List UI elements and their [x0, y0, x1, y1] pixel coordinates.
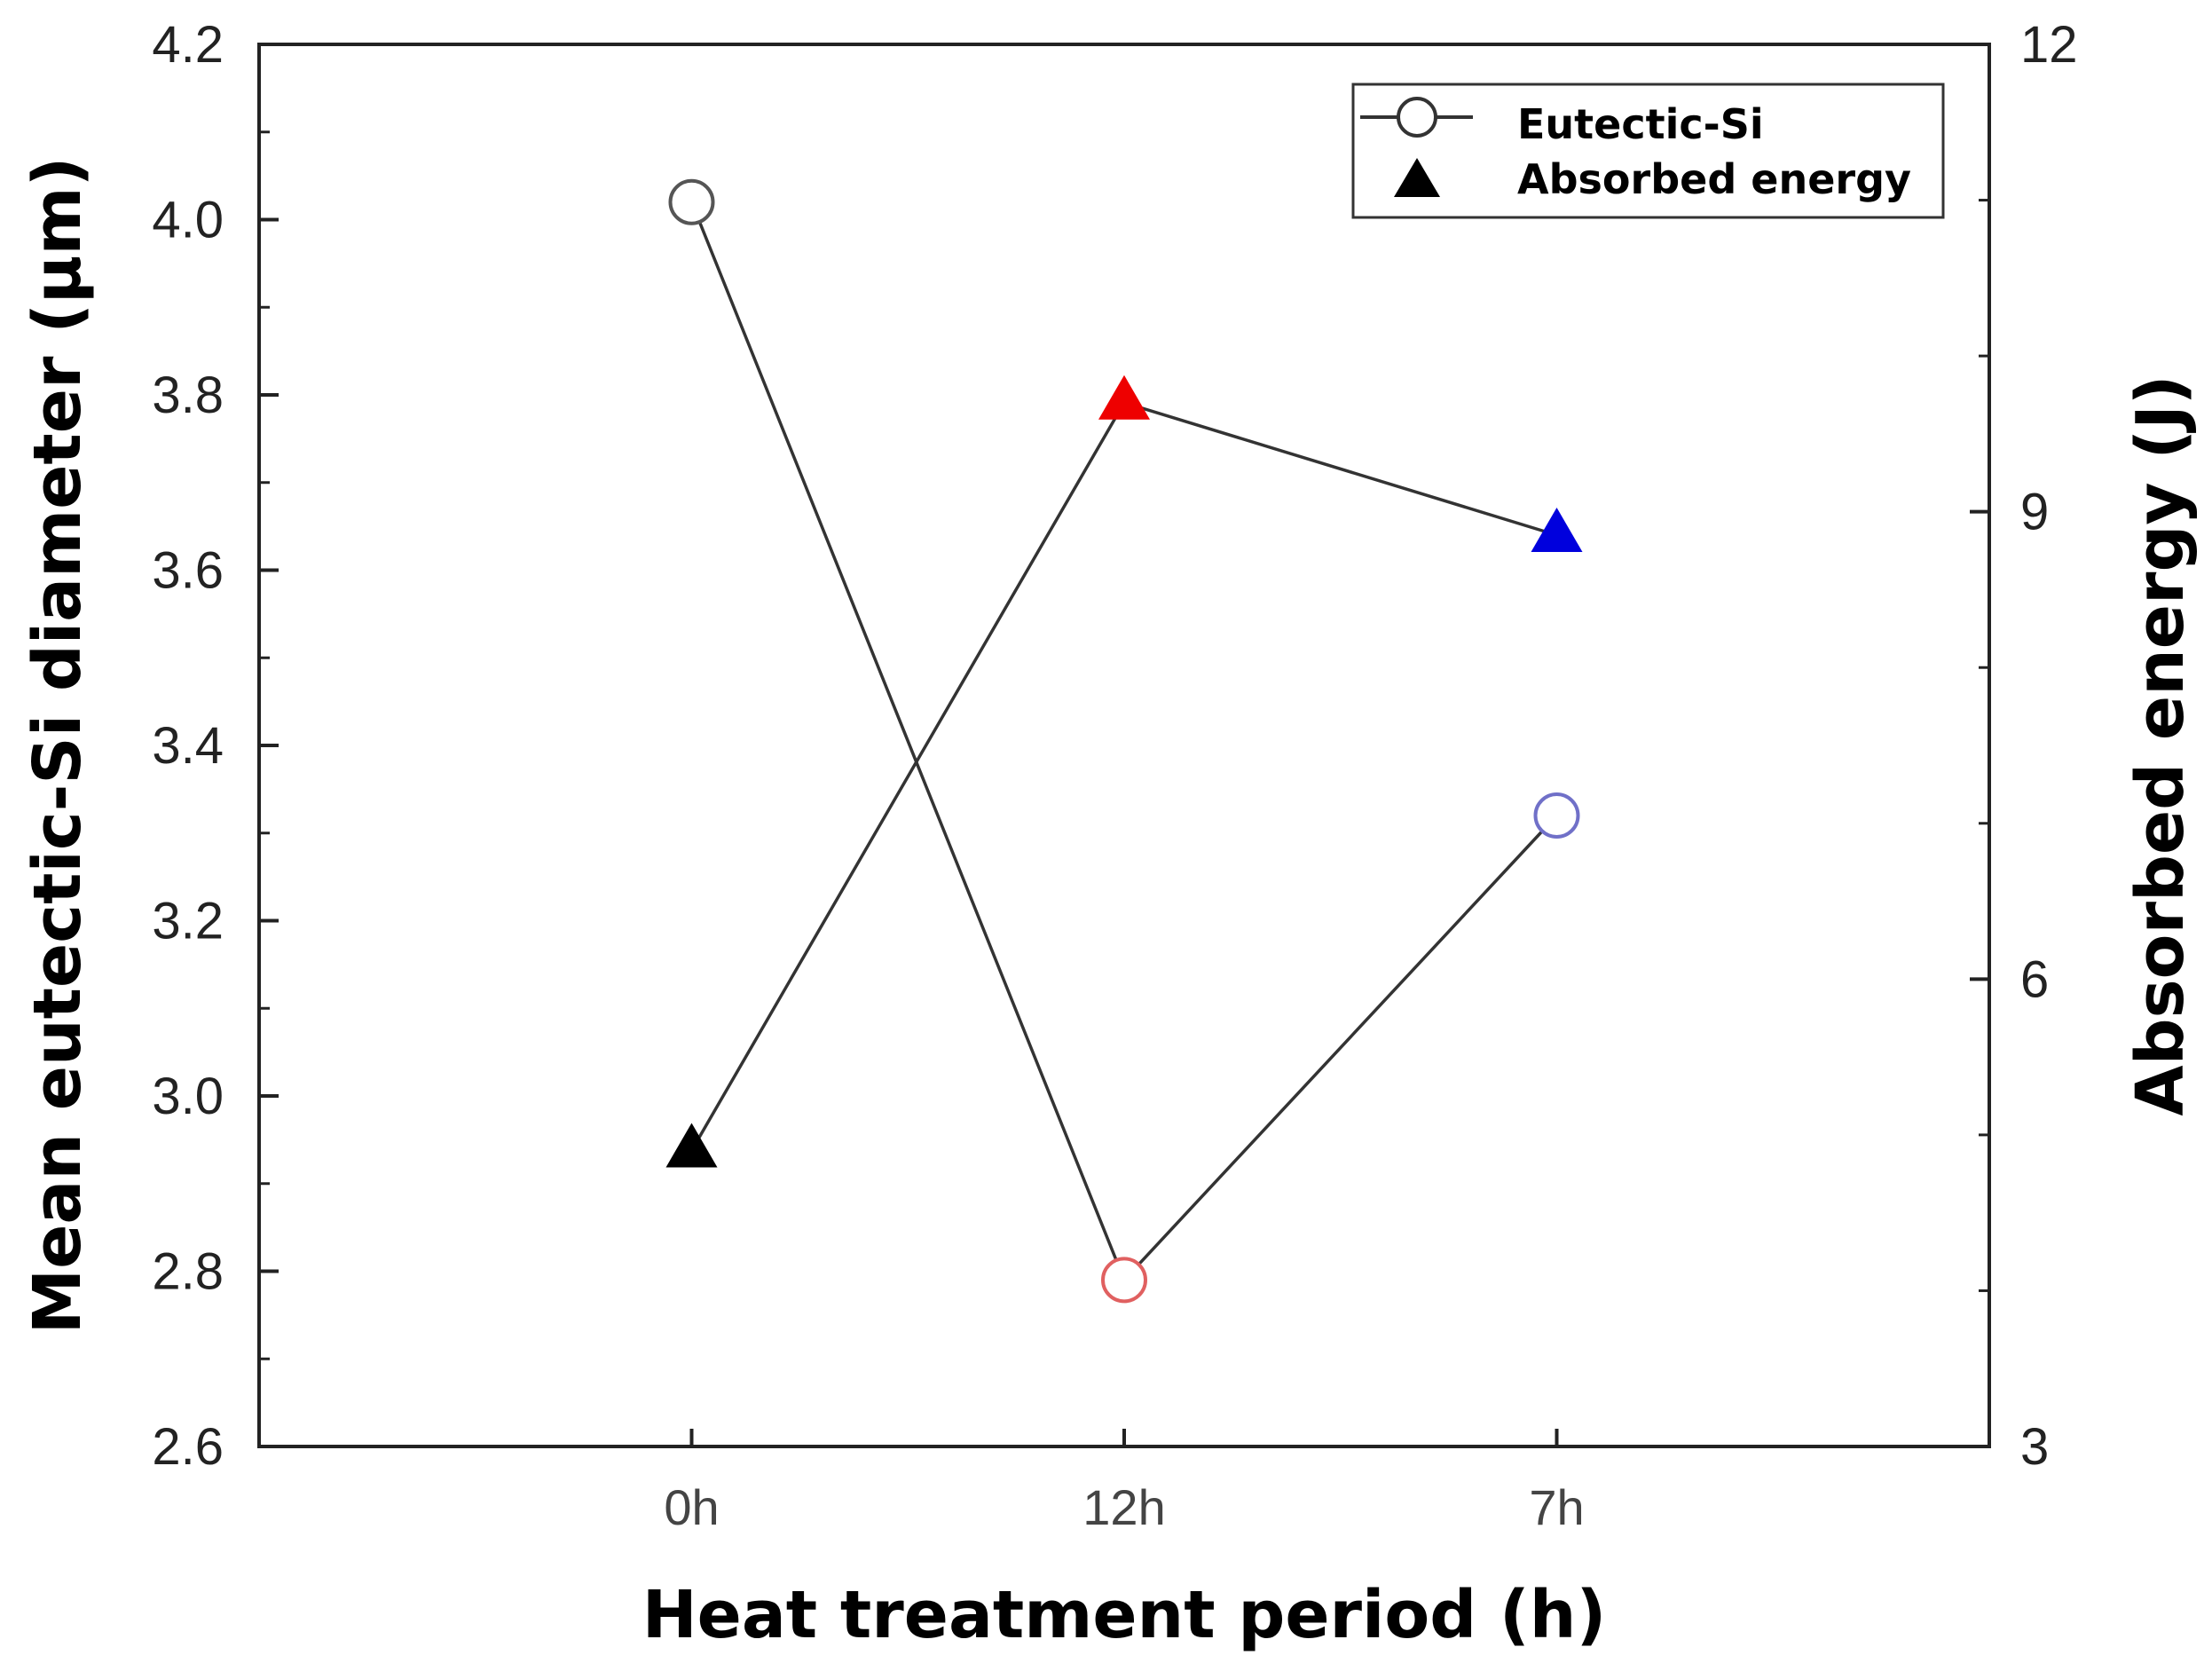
- plot-frame: [257, 43, 1991, 1448]
- legend-marker-absorbed-energy: [1394, 158, 1440, 197]
- y-left-tick-label: 3.8: [152, 367, 224, 424]
- y-left-tick-label: 4.2: [152, 16, 224, 74]
- y-left-tick-label: 3.4: [152, 717, 224, 775]
- y-left-tick-label: 2.8: [152, 1243, 224, 1301]
- data-point-absorbed-energy: [1098, 374, 1150, 420]
- y-axis-title-left: Mean eutectic-Si diameter (μm): [20, 157, 96, 1335]
- x-tick-label: 7h: [1529, 1479, 1584, 1535]
- data-point-eutectic-si: [1101, 1257, 1147, 1304]
- y-left-tick-label: 3.0: [152, 1068, 224, 1125]
- y-right-tick-label: 3: [2020, 1418, 2049, 1476]
- y-axis-title-right: Absorbed energy (J): [2122, 374, 2199, 1115]
- y-right-tick-label: 6: [2020, 950, 2049, 1008]
- x-tick-label: 0h: [664, 1479, 719, 1535]
- data-point-eutectic-si: [668, 178, 715, 225]
- series-markers-layer: [665, 178, 1583, 1304]
- legend-box: [1351, 83, 1945, 219]
- data-point-absorbed-energy: [665, 1123, 718, 1168]
- y-left-tick-label: 3.6: [152, 542, 224, 600]
- series-line-eutectic-si: [689, 201, 1558, 1283]
- legend-label-absorbed-energy: Absorbed energy: [1517, 155, 1911, 203]
- x-tick-label: 12h: [1082, 1479, 1165, 1535]
- legend-marker-eutectic-si: [1397, 97, 1437, 138]
- series-lines-layer: [689, 201, 1558, 1283]
- series-line-absorbed-energy: [689, 400, 1558, 1152]
- legend-label-eutectic-si: Eutectic-Si: [1517, 100, 1764, 148]
- y-left-tick-label: 2.6: [152, 1418, 224, 1476]
- x-axis-title: Heat treatment period (h): [642, 1577, 1607, 1653]
- y-left-tick-label: 3.2: [152, 893, 224, 950]
- data-point-absorbed-energy: [1531, 508, 1583, 552]
- legend: Eutectic-Si Absorbed energy: [1351, 83, 1945, 219]
- y-right-tick-label: 12: [2020, 16, 2078, 74]
- y-right-tick-label: 9: [2020, 484, 2049, 541]
- ticks-layer: 2.6 2.8 3.0 3.2 3.4 3.6 3.8 4.0 4.2 3 6 9 12 0h 12h 7h: [152, 16, 2077, 1535]
- y-left-tick-label: 4.0: [152, 192, 224, 249]
- data-point-eutectic-si: [1533, 792, 1580, 839]
